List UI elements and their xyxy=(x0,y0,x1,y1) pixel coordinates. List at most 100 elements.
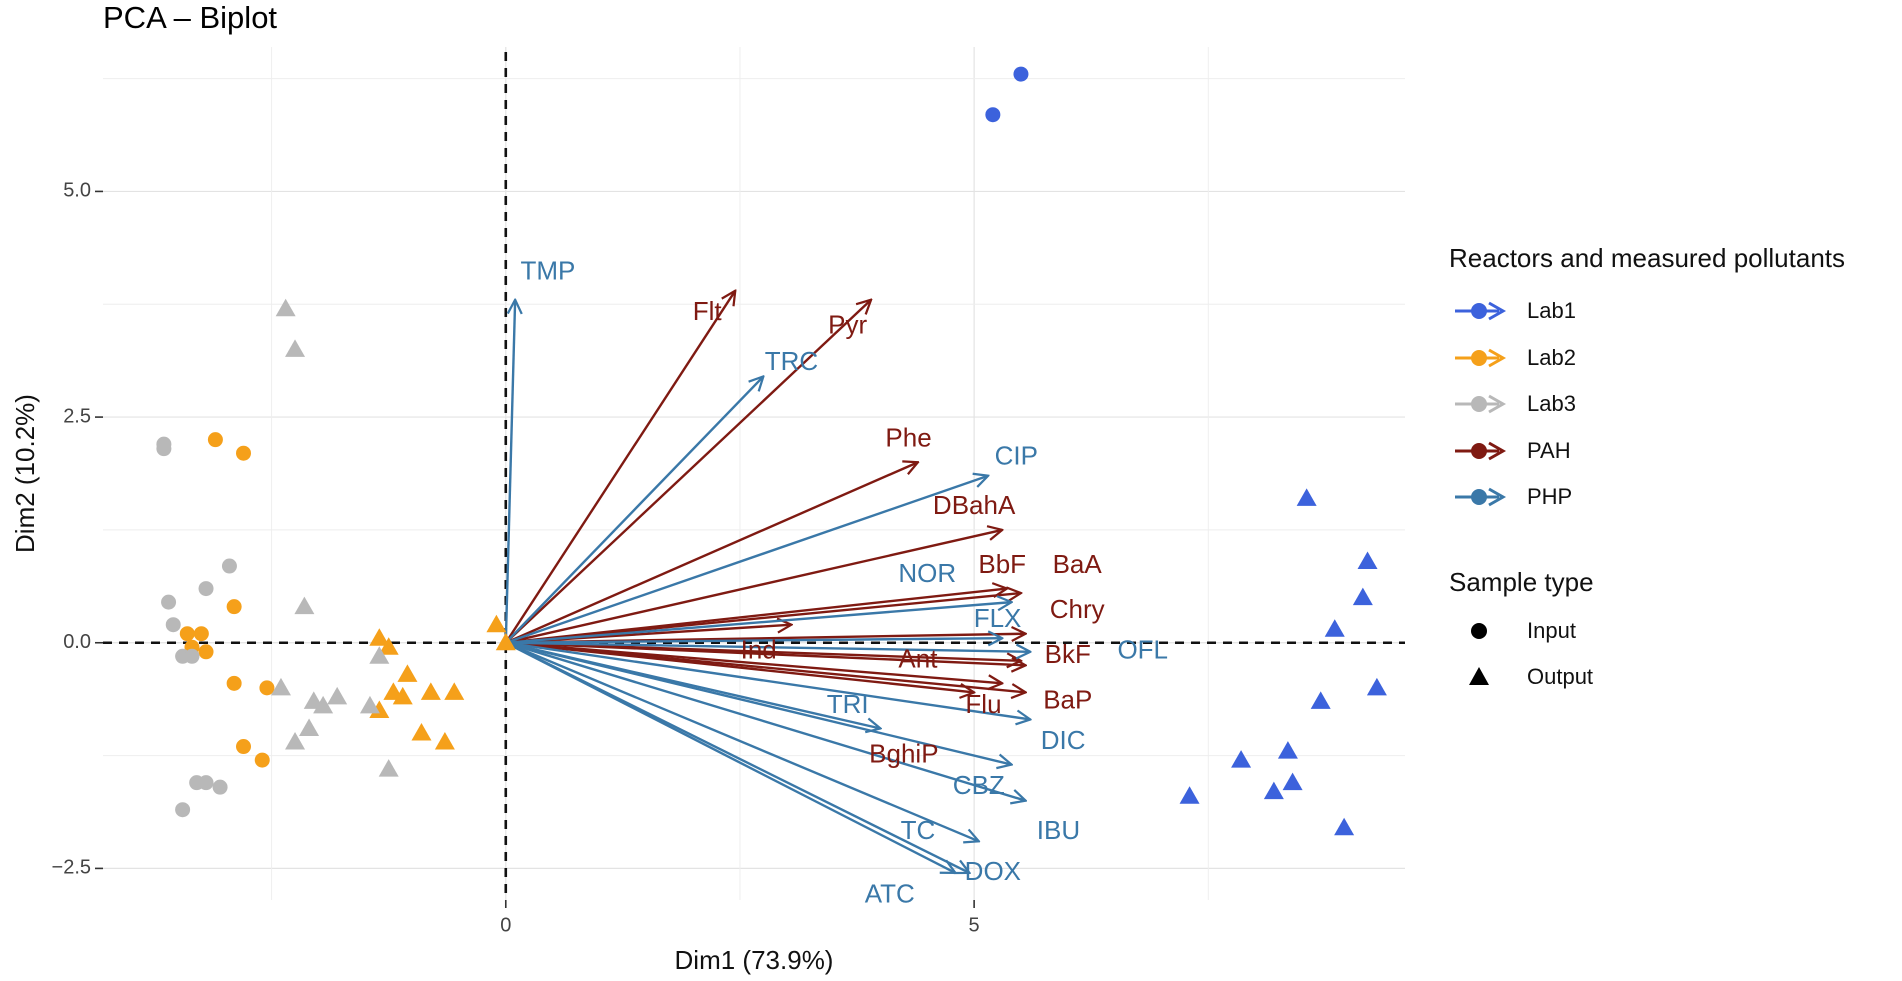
vector-arrow-dic xyxy=(505,641,1031,720)
vector-label-dic: DIC xyxy=(1041,725,1086,755)
point-lab2-output xyxy=(392,686,413,705)
legend-key-lab2 xyxy=(1449,343,1509,373)
point-lab3-output xyxy=(275,298,296,317)
point-lab2-output xyxy=(495,632,516,651)
legend-key-icon xyxy=(1455,441,1507,461)
vector-arrow-pyr xyxy=(504,300,871,644)
point-lab2-input xyxy=(226,675,242,691)
vector-label-flx: FLX xyxy=(974,603,1022,633)
vector-arrow-nor xyxy=(505,602,1012,644)
legend-shape-input: Input xyxy=(1449,608,1899,655)
vector-arrow-bghip xyxy=(505,641,974,693)
point-lab2-output xyxy=(434,732,455,750)
legend-label: Output xyxy=(1527,664,1594,690)
point-lab3-output xyxy=(327,686,348,705)
point-lab2-output xyxy=(397,664,418,682)
loading-vectors: Flt Pyr Phe DBahA BbF BaA Chry Ind Ant BkF Flu BaP B… xyxy=(504,256,1168,908)
point-lab3-input xyxy=(198,581,214,597)
vector-arrow-cip xyxy=(505,476,988,644)
x-tick-label: 5 xyxy=(969,914,980,936)
point-lab3-input xyxy=(221,558,237,574)
vector-arrow-trc xyxy=(504,376,764,644)
vector-label-bap: BaP xyxy=(1043,684,1092,714)
legend-key-icon xyxy=(1455,301,1507,321)
point-lab3-output xyxy=(285,732,306,750)
point-lab2-output xyxy=(486,614,507,633)
point-lab3-output xyxy=(313,695,334,714)
legend-key-lab1 xyxy=(1449,296,1509,326)
point-lab3-input xyxy=(165,617,181,633)
circle-icon xyxy=(1471,622,1487,639)
vector-label-tri: TRI xyxy=(827,689,869,719)
y-tick-label: 5.0 xyxy=(63,180,91,202)
legend-key-lab3 xyxy=(1449,389,1509,419)
legend-label: Lab3 xyxy=(1527,391,1576,417)
vector-label-pyr: Pyr xyxy=(828,310,867,340)
vector-arrow-cbz xyxy=(505,641,1012,765)
vector-arrow-bkf xyxy=(505,641,1026,666)
vector-label-atc: ATC xyxy=(865,878,915,908)
triangle-icon xyxy=(1449,662,1509,692)
legend-item-lab3: Lab3 xyxy=(1449,381,1899,428)
x-axis-title: Dim1 (73.9%) xyxy=(675,945,834,975)
vector-label-baa: BaA xyxy=(1053,549,1103,579)
point-lab3-input xyxy=(184,648,200,664)
legend-key-icon xyxy=(1455,487,1507,507)
legend-shape-title: Sample type xyxy=(1449,566,1594,597)
vector-arrow-baa xyxy=(505,593,1021,644)
point-lab1-output xyxy=(1334,817,1355,836)
point-lab1-input xyxy=(985,107,1001,123)
vector-label-flt: Flt xyxy=(693,296,723,326)
vector-label-phe: Phe xyxy=(885,423,931,453)
vector-arrow-tc xyxy=(505,641,979,842)
legend-key-pah xyxy=(1449,436,1509,466)
legend-label: PAH xyxy=(1527,437,1571,463)
point-lab2-output xyxy=(369,628,390,646)
point-lab2-output xyxy=(444,682,465,700)
sample-points xyxy=(156,66,1387,836)
point-lab1-output xyxy=(1277,741,1298,759)
point-lab3-input xyxy=(156,441,172,457)
reference-lines xyxy=(103,52,1405,900)
point-lab1-output xyxy=(1352,587,1373,606)
vector-label-bbf: BbF xyxy=(978,549,1026,579)
vector-label-cip: CIP xyxy=(995,441,1038,471)
vector-arrow-ofl xyxy=(505,641,1031,652)
point-lab3-output xyxy=(378,759,399,777)
point-lab2-input xyxy=(236,739,252,755)
legend-item-php: PHP xyxy=(1449,474,1899,521)
legend-item-lab1: Lab1 xyxy=(1449,288,1899,335)
vector-arrow-atc xyxy=(505,641,956,873)
y-tick-label: 0.0 xyxy=(63,631,91,653)
legend-key-icon xyxy=(1455,394,1507,414)
point-lab1-output xyxy=(1231,750,1252,768)
vector-label-trc: TRC xyxy=(765,346,818,376)
vector-label-dox: DOX xyxy=(965,856,1021,886)
vector-label-chry: Chry xyxy=(1050,594,1105,624)
point-lab2-output xyxy=(411,723,432,741)
point-lab3-input xyxy=(175,802,191,818)
point-lab1-output xyxy=(1179,786,1200,804)
grid xyxy=(103,47,1405,900)
point-lab1-output xyxy=(1324,619,1345,637)
y-axis-title: Dim2 (10.2%) xyxy=(10,394,40,553)
y-tick-label: 2.5 xyxy=(63,405,91,427)
vector-label-bghip: BghiP xyxy=(869,738,938,768)
legend-key-icon xyxy=(1455,348,1507,368)
vector-arrow-flt xyxy=(504,291,735,644)
point-lab3-output xyxy=(294,596,315,615)
point-lab2-input xyxy=(254,752,270,768)
vector-label-ant: Ant xyxy=(898,644,938,674)
legend: Reactors and measured pollutants Lab1 La… xyxy=(1449,243,1899,701)
vector-label-tc: TC xyxy=(901,815,936,845)
legend-item-pah: PAH xyxy=(1449,428,1899,475)
point-lab2-input xyxy=(198,644,214,660)
vector-label-dbaha: DBahA xyxy=(933,490,1016,520)
point-lab1-output xyxy=(1296,488,1317,506)
vector-label-bkf: BkF xyxy=(1045,639,1091,669)
point-lab3-output xyxy=(369,646,390,664)
vector-arrow-phe xyxy=(505,462,918,644)
legend-key-php xyxy=(1449,482,1509,512)
point-lab2-output xyxy=(420,682,441,700)
legend-label: PHP xyxy=(1527,484,1573,510)
